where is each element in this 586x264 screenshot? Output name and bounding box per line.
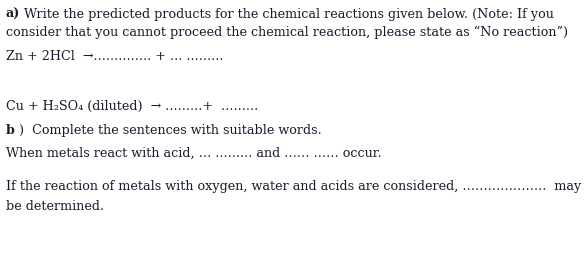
Text: consider that you cannot proceed the chemical reaction, please state as “No reac: consider that you cannot proceed the che… <box>6 26 568 39</box>
Text: When metals react with acid, … ......... and …… …… occur.: When metals react with acid, … .........… <box>6 147 381 160</box>
Text: Write the predicted products for the chemical reactions given below. (Note: If y: Write the predicted products for the che… <box>21 8 554 21</box>
Text: )  Complete the sentences with suitable words.: ) Complete the sentences with suitable w… <box>15 124 322 137</box>
Text: Zn + 2HCl  →.............. + ... .........: Zn + 2HCl →.............. + ... ........… <box>6 50 223 63</box>
Text: Cu + H₂SO₄ (diluted)  → .........+  .........: Cu + H₂SO₄ (diluted) → .........+ ......… <box>6 100 258 113</box>
Text: be determined.: be determined. <box>6 200 104 213</box>
Text: b: b <box>6 124 15 137</box>
Text: If the reaction of metals with oxygen, water and acids are considered, ……………….. : If the reaction of metals with oxygen, w… <box>6 180 581 193</box>
Text: a): a) <box>6 8 21 21</box>
